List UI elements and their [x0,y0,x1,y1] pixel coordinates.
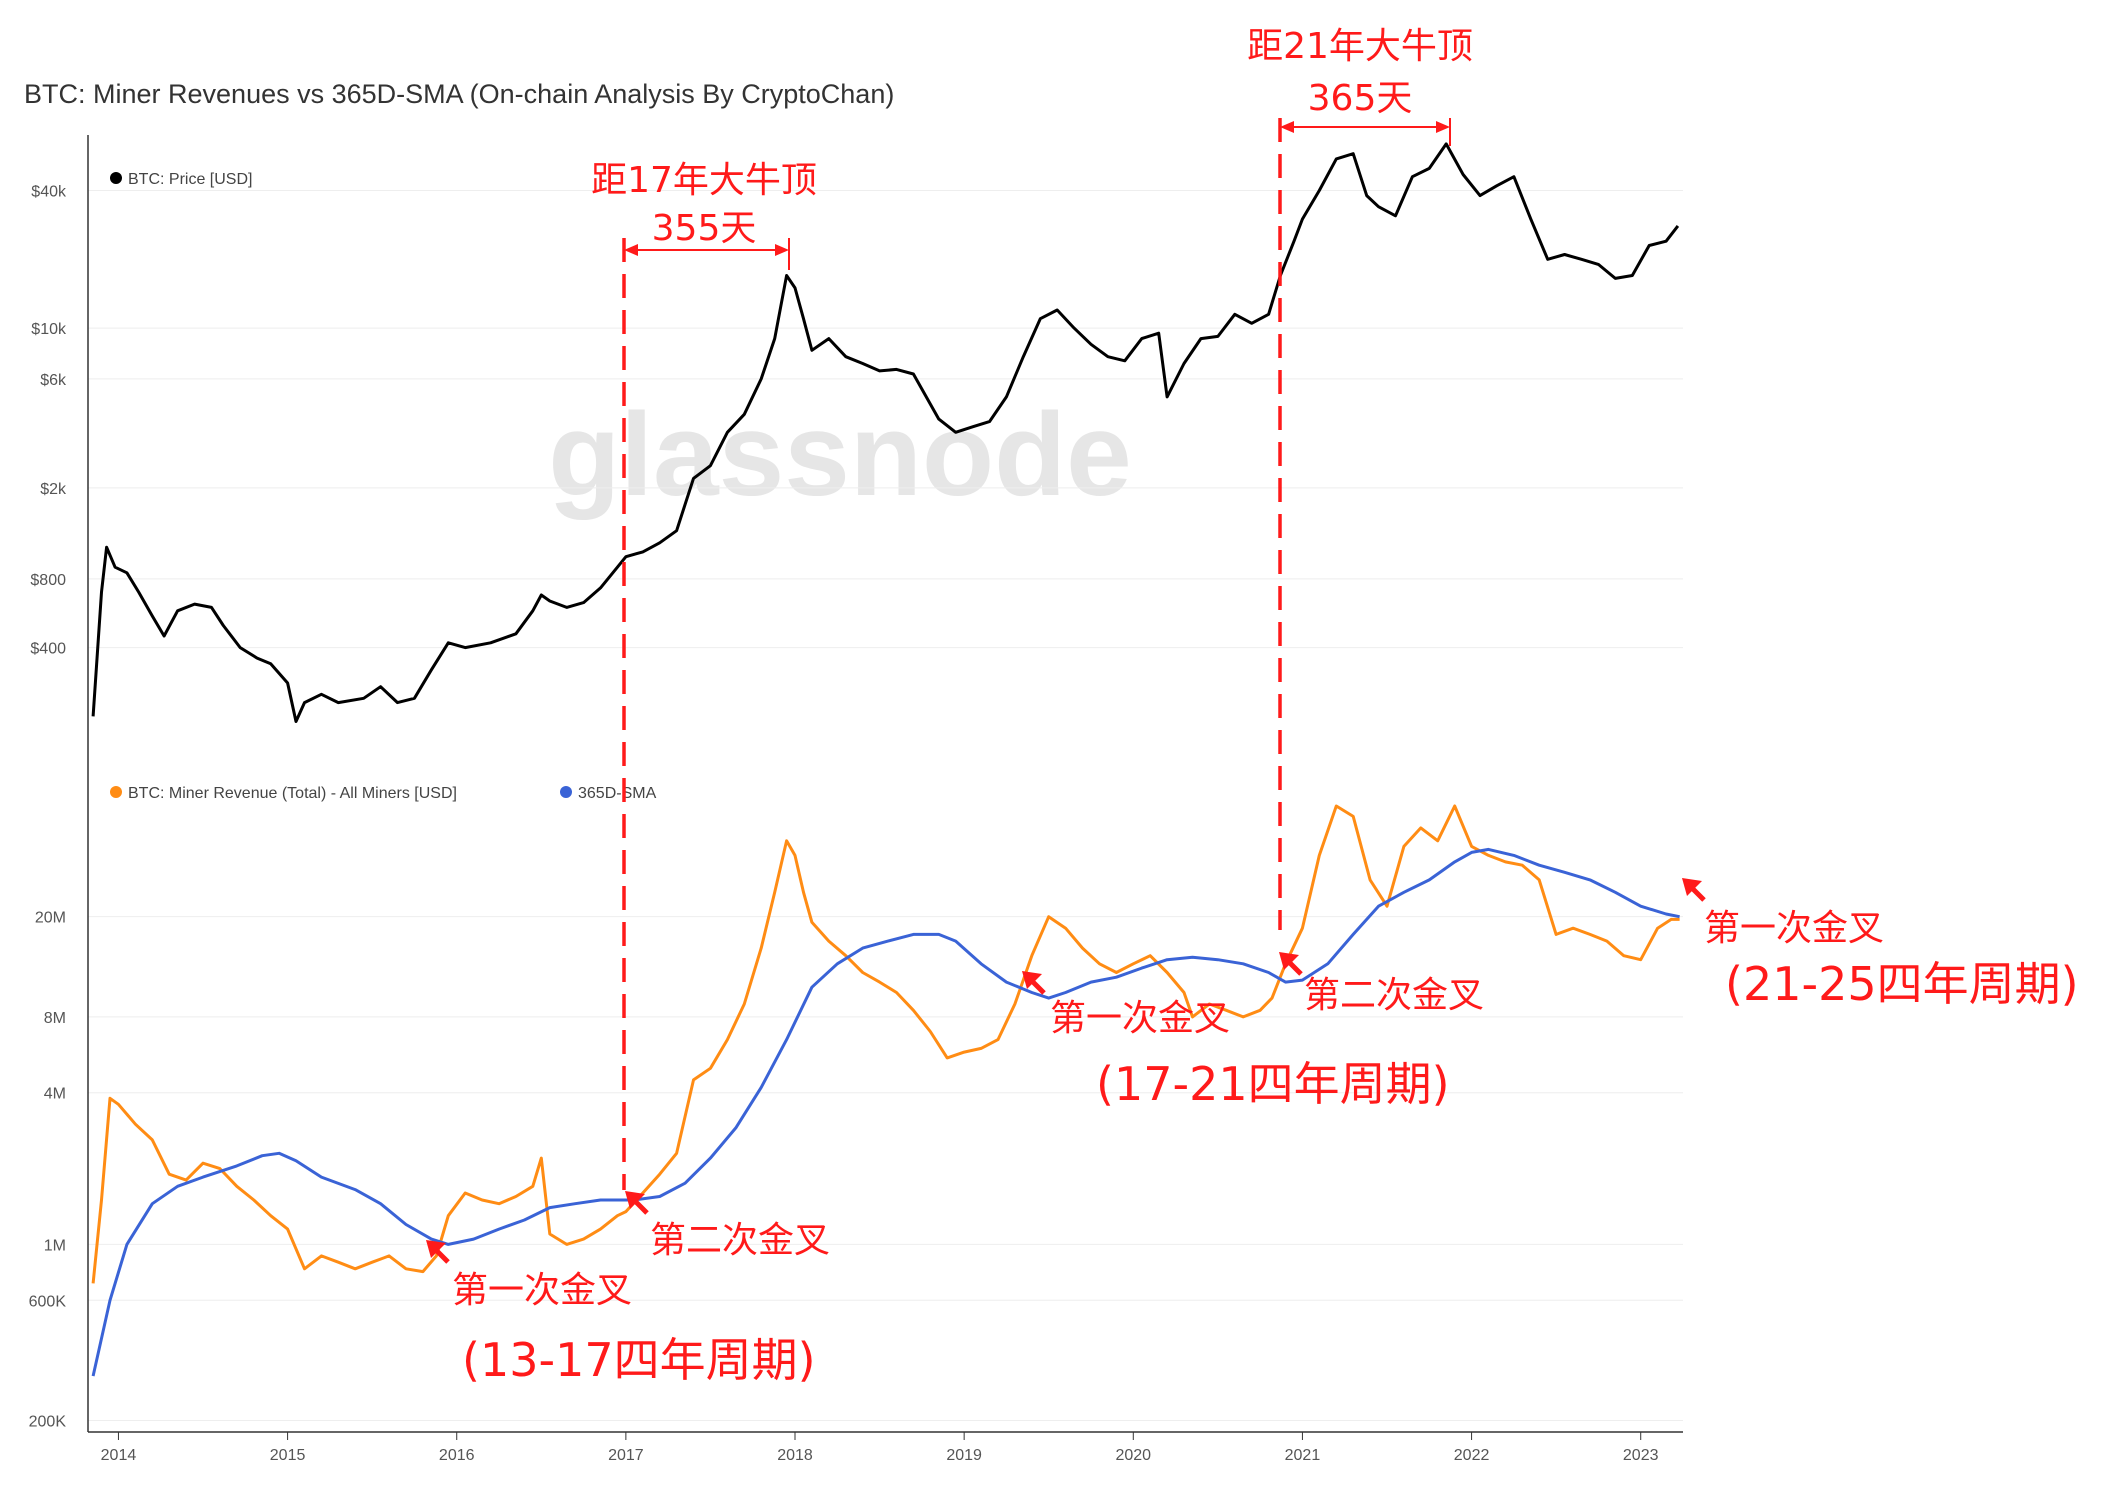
top-panel-gridlines [88,190,1683,649]
legend-price-label: BTC: Price [USD] [128,171,252,188]
watermark: glassnode [548,389,1132,521]
annotation-top21-line1: 距21年大牛顶 [1247,26,1473,67]
annotation-top17-line1: 距17年大牛顶 [591,160,817,201]
top-y-tick-label: $800 [30,572,66,589]
top-y-tick-label: $40k [31,184,67,201]
bottom-y-tick-label: 4M [44,1086,66,1103]
bottom-y-tick-label: 200K [29,1413,67,1430]
x-tick-label: 2015 [270,1447,306,1464]
legend-price-dot [110,172,122,184]
top-y-tick-label: $10k [31,321,67,338]
duration-arrow-2017 [624,244,789,256]
x-tick-label: 2016 [439,1447,475,1464]
x-tick-label: 2018 [777,1447,813,1464]
top-y-tick-label: $2k [40,481,67,498]
bottom-y-tick-label: 1M [44,1237,66,1254]
bottom-panel-gridlines [88,916,1683,1421]
x-tick-label: 2021 [1285,1447,1321,1464]
top-legend: BTC: Price [USD] [110,171,252,188]
chart-title: BTC: Miner Revenues vs 365D-SMA (On-chai… [24,79,894,109]
annotation-cross-2023: 第一次金叉 [1704,908,1884,949]
annotation-cross-2020: 第二次金叉 [1304,975,1484,1016]
cross-arrow-2023 [1682,878,1706,902]
series-layer [91,142,1680,1377]
annotation-cycle-17-21: (17-21四年周期) [1096,1057,1450,1111]
x-tick-label: 2020 [1115,1447,1151,1464]
legend-sma-label: 365D-SMA [578,785,657,802]
annotation-top17-line2: 355天 [652,208,757,249]
x-tick-label: 2022 [1454,1447,1490,1464]
legend-revenue-label: BTC: Miner Revenue (Total) - All Miners … [128,785,457,802]
annotation-cross-2019: 第一次金叉 [1050,998,1230,1039]
legend-sma-dot [560,786,572,798]
annotation-cross-2015: 第一次金叉 [452,1270,632,1311]
top-y-tick-label: $6k [40,372,67,389]
x-axis-ticks: 2014 2015 2016 2017 2018 2019 2020 2021 2022 2023 [101,1432,1659,1464]
cross-arrow-2017 [625,1191,649,1215]
bottom-y-tick-label: 20M [35,910,66,927]
bottom-y-tick-label: 8M [44,1010,66,1027]
bottom-y-tick-label: 600K [29,1293,67,1310]
top-panel-y-ticks: $400 $800 $2k $6k $10k $40k [30,184,67,658]
x-tick-label: 2014 [101,1447,137,1464]
annotation-cycle-13-17: (13-17四年周期) [462,1333,816,1387]
price-series-line [91,142,1680,723]
x-tick-label: 2017 [608,1447,644,1464]
cross-arrow-2020 [1279,952,1303,976]
bottom-legend: BTC: Miner Revenue (Total) - All Miners … [110,785,657,802]
annotation-cross-2017: 第二次金叉 [650,1220,830,1261]
annotation-cycle-21-25: (21-25四年周期) [1725,957,2079,1011]
duration-arrow-2021 [1280,121,1450,133]
sma-365d-series-line [91,847,1680,1377]
x-tick-label: 2019 [946,1447,982,1464]
legend-revenue-dot [110,786,122,798]
bottom-panel-y-ticks: 200K 600K 1M 4M 8M 20M [29,910,67,1431]
annotation-top21-line2: 365天 [1308,78,1413,119]
cross-arrow-2019 [1022,971,1046,995]
x-tick-label: 2023 [1623,1447,1659,1464]
miner-revenue-series-line [91,804,1680,1284]
top-y-tick-label: $400 [30,641,66,658]
cross-arrow-2015 [426,1240,450,1264]
